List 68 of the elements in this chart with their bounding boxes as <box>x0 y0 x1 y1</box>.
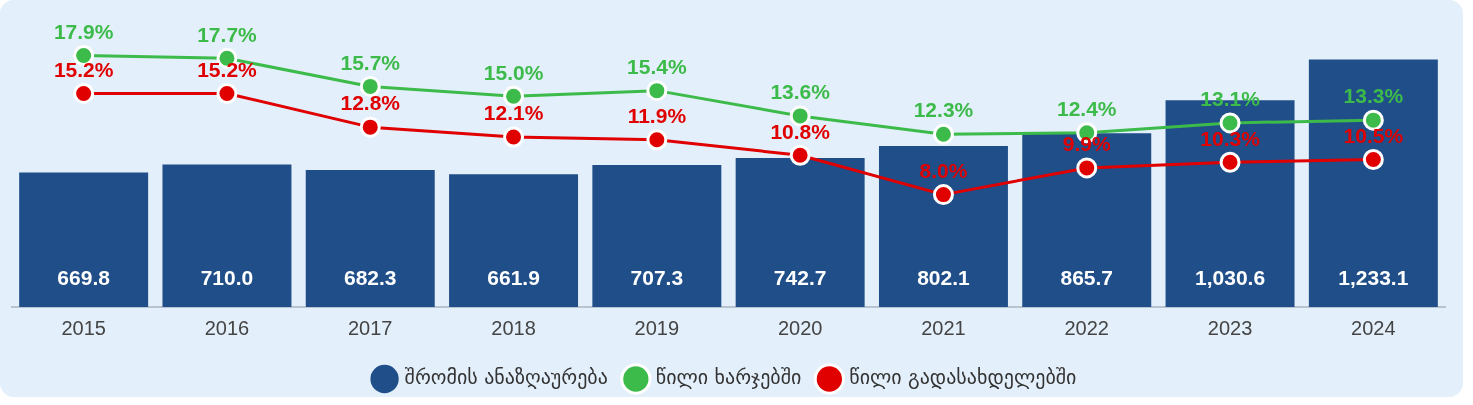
point <box>216 82 238 104</box>
legend-label: წილი ხარჯებში <box>655 365 802 390</box>
data-label: 15.2% <box>53 57 114 81</box>
data-label: 661.9 <box>487 265 540 289</box>
point <box>503 126 525 148</box>
bar <box>592 165 722 307</box>
x-tick-label: 2015 <box>61 316 106 339</box>
x-tick-label: 2021 <box>921 316 966 339</box>
point <box>789 144 811 166</box>
point <box>503 85 525 107</box>
point <box>73 82 95 104</box>
bar <box>449 174 579 307</box>
point <box>359 116 381 138</box>
data-label: 10.8% <box>770 119 831 143</box>
data-label: 710.0 <box>200 265 254 289</box>
x-tick-label: 2022 <box>1064 316 1109 339</box>
x-tick-label: 2024 <box>1351 316 1396 339</box>
bar <box>305 170 435 307</box>
data-label: 12.3% <box>913 98 974 122</box>
data-label: 11.9% <box>627 104 687 128</box>
data-label: 10.5% <box>1343 123 1404 147</box>
x-tick-label: 2023 <box>1207 316 1253 339</box>
data-label: 802.1 <box>917 265 971 289</box>
data-label: 17.9% <box>53 19 114 43</box>
data-label: 17.7% <box>197 22 258 46</box>
bar <box>162 164 292 307</box>
point <box>646 80 668 102</box>
point <box>1362 148 1384 170</box>
bar <box>735 157 865 307</box>
data-label: 742.7 <box>773 265 827 289</box>
x-tick-label: 2017 <box>348 316 393 339</box>
data-label: 707.3 <box>630 265 684 289</box>
data-label: 15.0% <box>483 60 544 84</box>
point <box>646 129 668 151</box>
data-label: 12.4% <box>1056 97 1117 121</box>
point <box>359 75 381 97</box>
bar <box>19 172 149 307</box>
data-label: 15.7% <box>340 50 401 74</box>
data-label: 10.3% <box>1200 126 1261 150</box>
point <box>1219 151 1241 173</box>
bar <box>1308 59 1438 307</box>
data-label: 669.8 <box>57 265 111 289</box>
point <box>1362 109 1384 131</box>
point <box>1219 112 1241 134</box>
x-tick-label: 2020 <box>777 316 823 339</box>
data-label: 15.2% <box>197 57 258 81</box>
data-label: 682.3 <box>343 265 397 289</box>
data-label: 1,030.6 <box>1195 265 1266 289</box>
data-label: 13.6% <box>770 80 831 104</box>
data-label: 12.8% <box>340 91 401 115</box>
data-label: 1,233.1 <box>1338 265 1409 289</box>
data-label: 9.9% <box>1062 132 1112 156</box>
point <box>932 123 954 145</box>
data-label: 13.3% <box>1343 84 1404 108</box>
data-label: 8.0% <box>919 158 968 182</box>
point <box>789 105 811 127</box>
data-label: 865.7 <box>1060 265 1114 289</box>
data-label: 15.4% <box>627 54 687 78</box>
data-label: 12.1% <box>483 101 544 125</box>
bar <box>878 146 1008 307</box>
x-tick-label: 2019 <box>634 316 680 339</box>
bar <box>1022 133 1152 307</box>
legend-label: შრომის ანაზღაურება <box>404 365 608 390</box>
legend-label: წილი გადასახდელებში <box>849 365 1077 390</box>
point <box>932 184 954 206</box>
x-tick-label: 2018 <box>491 316 536 339</box>
x-tick-label: 2016 <box>204 316 250 339</box>
point <box>1076 157 1098 179</box>
